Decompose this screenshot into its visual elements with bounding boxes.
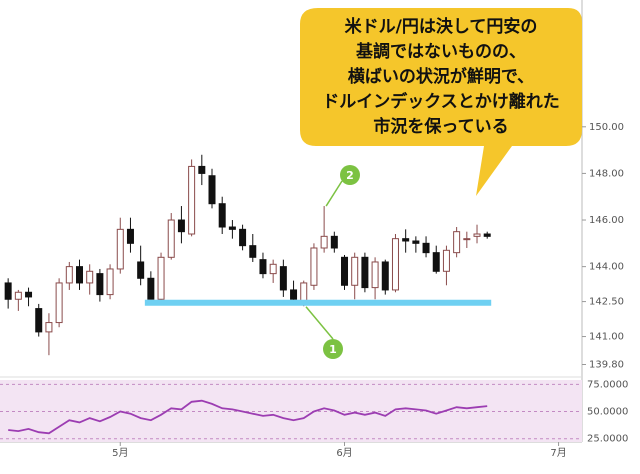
x-tick-label: 5月 [112,447,128,459]
candle-body [453,231,461,254]
candle-body [351,256,359,286]
candle-body [76,266,84,284]
candle-body [228,226,236,230]
candle-body [290,289,298,300]
candle-body [442,249,450,272]
candle-body [198,165,206,174]
marker-leader [305,306,334,340]
y-tick-label: 75.0000 [587,379,628,390]
y-tick-label: 150.00 [589,122,624,133]
candle-body [330,235,338,249]
candle-body [320,235,328,249]
candle-body [96,273,104,296]
candle-body [249,245,257,258]
candle-body [106,268,114,296]
candle-body [300,282,308,303]
candle-body [432,252,440,272]
y-tick-label: 50.0000 [587,407,628,418]
candle-body [208,175,216,205]
candle-body [239,228,247,247]
candle-body [341,256,349,286]
candle-body [473,233,481,237]
candle-body [310,247,318,286]
callout-text: 市況を保っている [373,116,508,137]
candle-body [126,228,134,244]
candle-body [381,261,389,291]
y-tick-label: 144.00 [589,262,624,273]
candle-body [361,256,369,289]
candle-body [167,219,175,258]
x-tick-label: 7月 [550,447,566,459]
candle-body [412,240,420,244]
marker-label: 1 [329,343,337,356]
candle-body [371,261,379,289]
candle-body [188,165,196,235]
marker [340,165,360,185]
candle-body [14,291,22,300]
rsi-panel [0,380,582,442]
candle-body [25,291,33,298]
callout-text: 横ばいの状況が鮮明で、 [348,66,534,87]
marker [323,339,343,359]
candle-body [259,259,267,275]
callout-text: 米ドル/円は決して円安の [345,16,538,37]
candle-body [463,238,471,241]
candle-body [177,219,185,233]
candle-body [391,238,399,291]
marker-label: 2 [346,169,354,182]
candle-body [65,266,73,284]
candle-body [218,203,226,228]
candle-body [45,322,53,333]
y-tick-label: 146.00 [589,215,624,226]
candle-body [137,261,145,279]
candle-body [279,266,287,291]
candle-body [147,277,155,300]
y-tick-label: 25.0000 [587,434,628,445]
y-tick-label: 141.00 [589,332,624,343]
y-tick-label: 142.50 [589,297,624,308]
candle-body [422,242,430,254]
callout-text: ドルインデックスとかけ離れた [322,91,560,112]
candle-body [86,270,94,284]
candle-body [35,308,43,333]
callout: 米ドル/円は決して円安の基調ではないものの、横ばいの状況が鮮明で、ドルインデック… [300,8,582,196]
callout-bubble [300,8,582,196]
candle-body [4,282,12,300]
candle-body [116,228,124,270]
marker-leader [325,180,343,207]
candle-body [269,263,277,275]
y-tick-label: 139.80 [589,360,624,371]
candle-body [402,238,410,242]
rsi-line [8,399,488,435]
candle-body [157,256,165,300]
callout-text: 基調ではないものの、 [355,41,526,62]
candle-body [55,282,63,324]
candle-body [483,233,491,237]
y-tick-label: 148.00 [589,168,624,179]
x-tick-label: 6月 [336,447,352,459]
